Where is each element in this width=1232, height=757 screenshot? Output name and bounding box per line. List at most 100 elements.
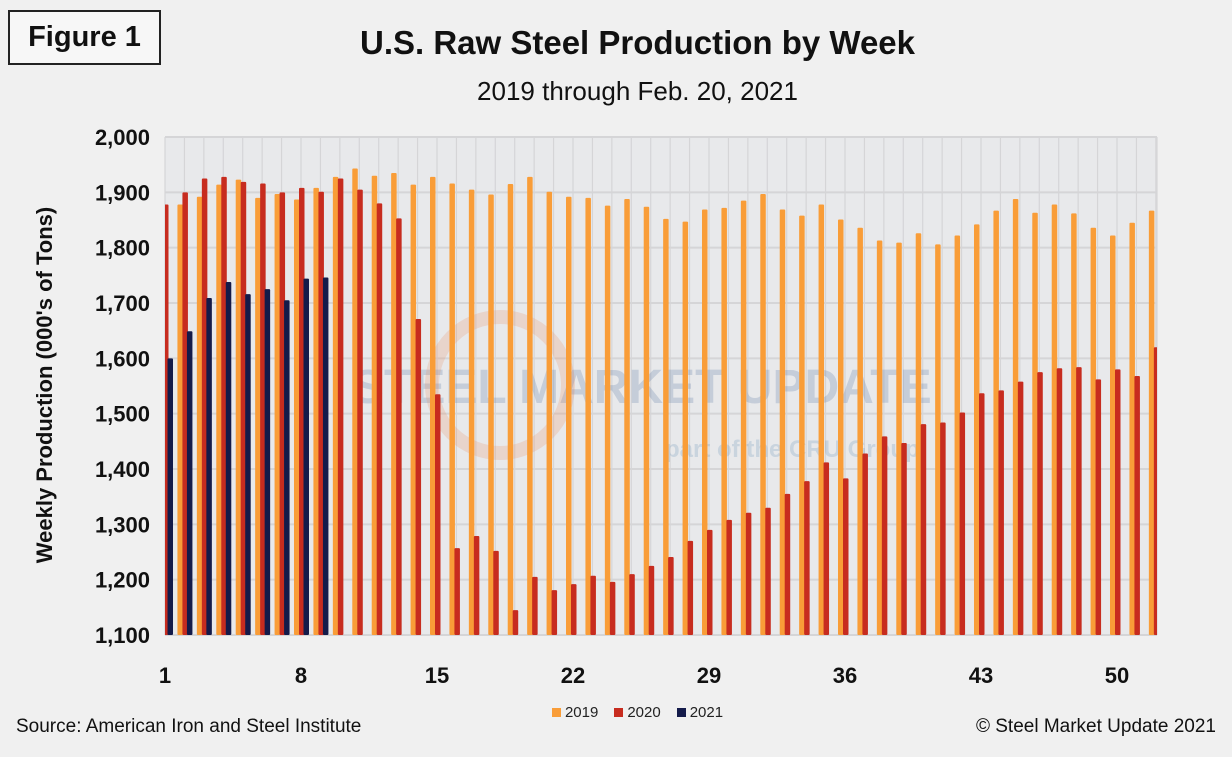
y-tick-label: 1,800 (95, 236, 150, 261)
bar-2019-week-37 (857, 227, 863, 635)
bar-2019-week-23 (585, 197, 591, 635)
bar-2020-week-41 (940, 422, 946, 635)
bar-2020-week-40 (920, 424, 927, 635)
bar-2019-week-16 (449, 183, 455, 635)
bar-2019-week-3 (196, 196, 203, 635)
bar-2019-week-13 (391, 172, 397, 635)
legend-item-2021: 2021 (676, 704, 723, 721)
y-tick-label: 1,900 (95, 180, 150, 205)
bar-2020-week-46 (1037, 372, 1043, 635)
bar-2020-week-38 (881, 436, 888, 635)
bar-2020-week-4 (221, 176, 227, 635)
bar-2021-week-4 (225, 281, 232, 635)
bar-2021-week-5 (245, 294, 251, 635)
bar-2020-week-13 (396, 218, 402, 635)
bar-2020-week-11 (357, 189, 363, 635)
bar-2019-week-34 (799, 215, 805, 635)
bar-2019-week-20 (527, 176, 533, 635)
bar-2019-week-8 (294, 199, 300, 635)
y-tick-label: 1,200 (95, 568, 150, 593)
bar-2020-week-7 (279, 192, 286, 635)
bar-2020-week-52 (1153, 347, 1157, 635)
bar-2019-week-40 (915, 233, 922, 635)
bar-2020-week-30 (726, 519, 732, 635)
bar-2019-week-33 (779, 209, 786, 635)
bar-2019-week-41 (935, 244, 941, 635)
bar-2020-week-6 (260, 183, 266, 635)
bars (165, 168, 1157, 635)
legend-swatch (614, 708, 624, 717)
bar-2020-week-50 (1115, 369, 1121, 635)
chart-title: U.S. Raw Steel Production by Week (359, 24, 916, 61)
figure-label: Figure 1 (8, 10, 161, 65)
bar-2020-week-16 (454, 548, 460, 635)
bar-2019-week-31 (740, 200, 747, 635)
bar-2021-week-8 (303, 278, 309, 635)
bar-2019-week-22 (566, 196, 572, 635)
bar-2019-week-38 (876, 240, 883, 635)
y-tick-label: 1,400 (95, 457, 150, 482)
plot-area (165, 137, 1157, 635)
y-tick-label: 2,000 (95, 125, 150, 150)
copyright-note: © Steel Market Update 2021 (975, 716, 1216, 737)
y-tick-label: 1,300 (95, 512, 150, 537)
bar-2019-week-32 (760, 193, 766, 635)
bar-2020-week-19 (512, 610, 519, 635)
x-tick-label: 22 (561, 663, 585, 688)
bar-2019-week-12 (371, 175, 378, 635)
x-tick-label: 8 (295, 663, 307, 688)
x-tick-label: 15 (425, 663, 449, 688)
bar-2019-week-48 (1071, 213, 1077, 635)
bar-2019-week-17 (468, 189, 475, 635)
bar-2019-week-27 (663, 218, 669, 635)
bar-2020-week-34 (804, 481, 810, 635)
bar-2020-week-39 (901, 442, 907, 635)
legend-item-2020: 2020 (614, 704, 661, 721)
bar-2020-week-48 (1076, 367, 1082, 635)
bar-2021-week-2 (186, 331, 193, 635)
y-tick-label: 1,100 (95, 623, 150, 648)
bar-2020-week-24 (609, 581, 616, 635)
bar-2019-week-6 (255, 197, 261, 635)
x-tick-label: 43 (969, 663, 993, 688)
bar-2021-week-7 (284, 300, 290, 635)
bar-2020-week-36 (843, 478, 849, 635)
bar-2020-week-33 (784, 493, 791, 635)
bar-2020-week-44 (998, 390, 1004, 635)
bar-2020-week-5 (240, 181, 247, 635)
legend-item-2019: 2019 (551, 704, 599, 721)
x-tick-label: 1 (159, 663, 171, 688)
bar-2019-week-42 (954, 235, 961, 635)
bar-2019-week-10 (332, 176, 339, 635)
bar-2020-week-26 (648, 565, 655, 635)
legend-swatch (551, 708, 561, 717)
bar-2019-week-46 (1032, 212, 1038, 635)
y-tick-label: 1,600 (95, 346, 150, 371)
bar-2019-week-24 (604, 205, 611, 635)
bar-2019-week-25 (624, 198, 630, 635)
bar-2020-week-47 (1056, 368, 1063, 635)
watermark-logo: STEEL MARKET UPDATE (352, 361, 932, 414)
bar-2020-week-18 (493, 550, 499, 635)
bar-2020-week-21 (551, 590, 558, 635)
bar-2019-week-9 (313, 187, 319, 635)
bar-2019-week-4 (216, 184, 222, 635)
bar-2020-week-49 (1095, 379, 1102, 635)
bar-2019-week-5 (235, 179, 242, 635)
legend-swatch (676, 708, 686, 717)
bar-2020-week-23 (590, 575, 596, 635)
bar-2019-week-19 (507, 184, 514, 635)
bar-2020-week-17 (473, 535, 480, 635)
bar-2020-week-3 (201, 178, 208, 635)
bar-2020-week-37 (862, 453, 868, 635)
bar-2019-week-18 (488, 194, 494, 635)
legend-label: 2019 (564, 704, 599, 721)
bar-2021-week-6 (264, 289, 271, 635)
x-tick-label: 36 (833, 663, 857, 688)
bar-2020-week-10 (337, 178, 344, 635)
bar-2020-week-35 (823, 462, 830, 635)
bar-2020-week-43 (979, 393, 985, 635)
bar-2020-week-31 (745, 512, 752, 635)
bar-2019-week-11 (352, 168, 358, 635)
